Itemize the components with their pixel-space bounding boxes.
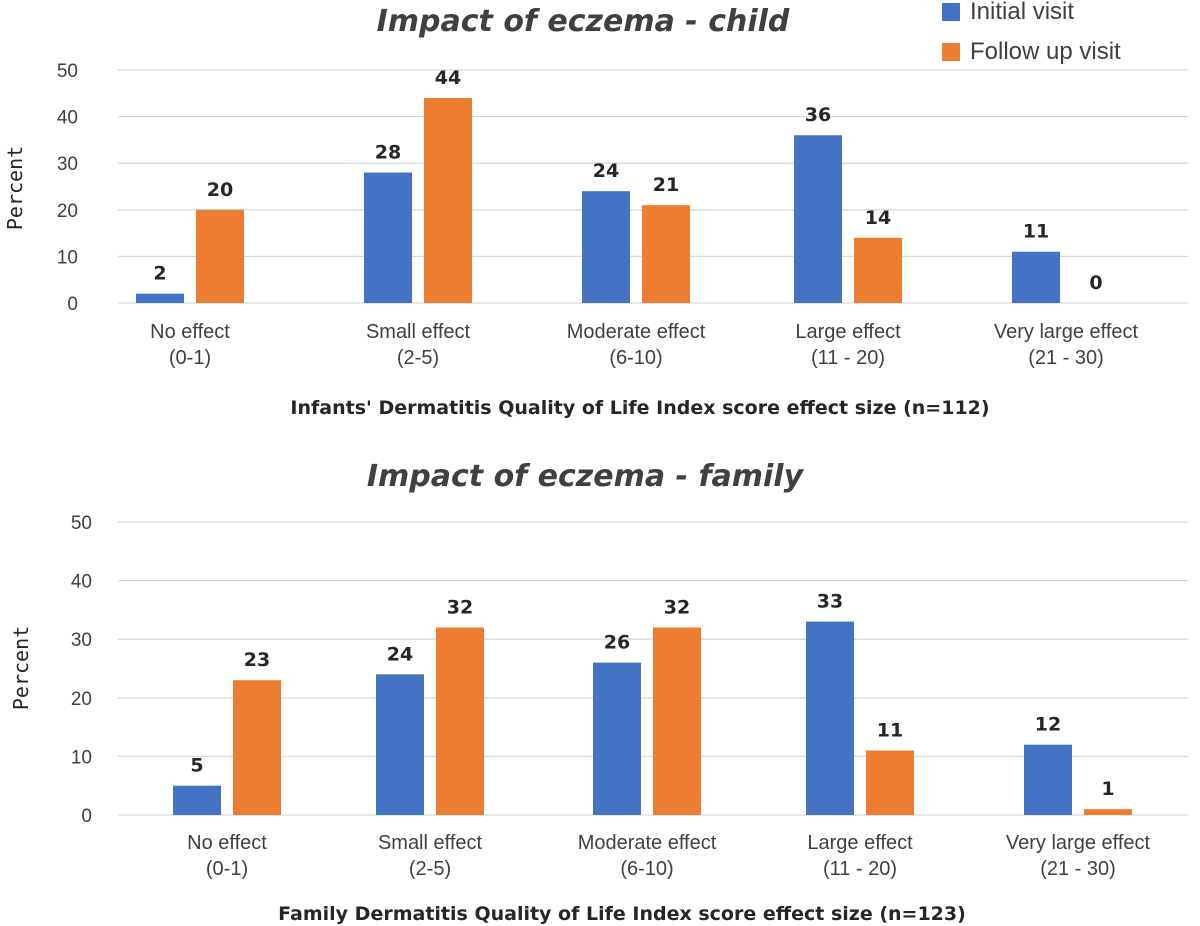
data-label: 32	[447, 596, 473, 618]
category-label: Very large effect	[994, 321, 1139, 343]
chart-title: Impact of eczema - family	[367, 459, 805, 494]
data-label: 28	[375, 142, 401, 164]
bar	[806, 621, 854, 815]
y-tick-label: 0	[67, 294, 78, 315]
series-initial-visit: 5 24 26 33 12	[173, 591, 1072, 815]
category-label: Moderate effect	[567, 321, 706, 343]
data-label: 32	[664, 596, 690, 618]
bar	[173, 785, 221, 815]
category-range-label: (2-5)	[409, 858, 451, 880]
bar	[866, 750, 914, 815]
data-label: 14	[865, 207, 891, 229]
category-range-label: (11 - 20)	[823, 858, 897, 880]
category-range-label: (6-10)	[609, 347, 662, 369]
y-ticks: 0 10 20 30 40 50	[57, 61, 78, 315]
y-tick-label: 50	[57, 61, 78, 82]
x-categories: No effect (0-1) Small effect (2-5) Moderate …	[187, 832, 1150, 880]
y-tick-label: 30	[57, 154, 78, 175]
legend: Initial visit Follow up visit	[942, 0, 1121, 65]
data-label: 11	[877, 720, 903, 742]
data-label: 1	[1101, 778, 1114, 800]
y-tick-label: 10	[57, 247, 78, 268]
y-tick-label: 30	[71, 630, 92, 651]
bar	[854, 237, 902, 303]
bar	[376, 674, 424, 815]
chart-title: Impact of eczema - child	[377, 4, 790, 39]
chart-family: Impact of eczema - family Percent Family…	[9, 459, 1188, 925]
category-range-label: (6-10)	[620, 858, 673, 880]
series-initial-visit: 2 28 24 36 11	[136, 104, 1060, 303]
bar	[424, 97, 472, 304]
data-label: 20	[207, 179, 233, 201]
x-axis-label: Family Dermatitis Quality of Life Index …	[278, 903, 966, 925]
category-range-label: (21 - 30)	[1028, 347, 1104, 369]
bar	[233, 680, 281, 815]
bar	[436, 627, 484, 815]
category-label: Large effect	[795, 321, 901, 343]
category-label: Moderate effect	[578, 832, 717, 854]
y-tick-label: 40	[71, 572, 92, 593]
data-label: 2	[153, 263, 166, 285]
data-label: 36	[805, 104, 831, 126]
y-tick-label: 20	[71, 689, 92, 710]
y-tick-label: 0	[81, 806, 92, 827]
y-tick-label: 40	[57, 108, 78, 129]
category-label: No effect	[187, 832, 267, 854]
x-axis-label: Infants' Dermatitis Quality of Life Inde…	[290, 397, 989, 419]
data-label: 33	[817, 591, 843, 613]
bar	[593, 662, 641, 815]
data-label: 24	[593, 160, 619, 182]
data-label: 11	[1023, 221, 1049, 243]
legend-swatch-followup	[942, 43, 960, 61]
data-label: 0	[1089, 272, 1102, 294]
data-label: 24	[387, 643, 413, 665]
category-label: Large effect	[807, 832, 913, 854]
category-label: No effect	[150, 321, 230, 343]
category-range-label: (0-1)	[169, 347, 211, 369]
data-label: 21	[653, 174, 679, 196]
y-ticks: 0 10 20 30 40 50	[71, 513, 92, 827]
data-label: 26	[604, 632, 630, 654]
legend-label-followup: Follow up visit	[970, 38, 1121, 65]
category-label: Small effect	[366, 321, 471, 343]
bar	[582, 191, 630, 303]
legend-label-initial: Initial visit	[970, 0, 1074, 25]
series-follow-up-visit: 20 44 21 14 0	[196, 67, 1103, 304]
category-range-label: (21 - 30)	[1040, 858, 1116, 880]
y-axis-label: Percent	[3, 146, 27, 230]
bar	[136, 293, 184, 303]
y-tick-label: 20	[57, 201, 78, 222]
data-label: 23	[244, 649, 270, 671]
category-range-label: (2-5)	[397, 347, 439, 369]
legend-swatch-initial	[942, 3, 960, 21]
bar	[653, 627, 701, 815]
bar	[1084, 809, 1132, 815]
bar	[1024, 744, 1072, 815]
bar	[364, 172, 412, 303]
data-label: 12	[1035, 714, 1061, 736]
bar	[794, 135, 842, 303]
category-range-label: (11 - 20)	[811, 347, 885, 369]
chart-child: Impact of eczema - child Percent Infants…	[3, 4, 1188, 419]
bar	[196, 209, 244, 303]
y-tick-label: 10	[71, 747, 92, 768]
category-label: Very large effect	[1006, 832, 1151, 854]
category-label: Small effect	[378, 832, 483, 854]
category-range-label: (0-1)	[206, 858, 248, 880]
data-label: 5	[190, 755, 203, 777]
data-label: 44	[435, 67, 461, 89]
y-tick-label: 50	[71, 513, 92, 534]
bar	[1012, 251, 1060, 303]
bar	[642, 205, 690, 303]
y-axis-label: Percent	[9, 626, 33, 710]
x-categories: No effect (0-1) Small effect (2-5) Moderate …	[150, 321, 1138, 369]
